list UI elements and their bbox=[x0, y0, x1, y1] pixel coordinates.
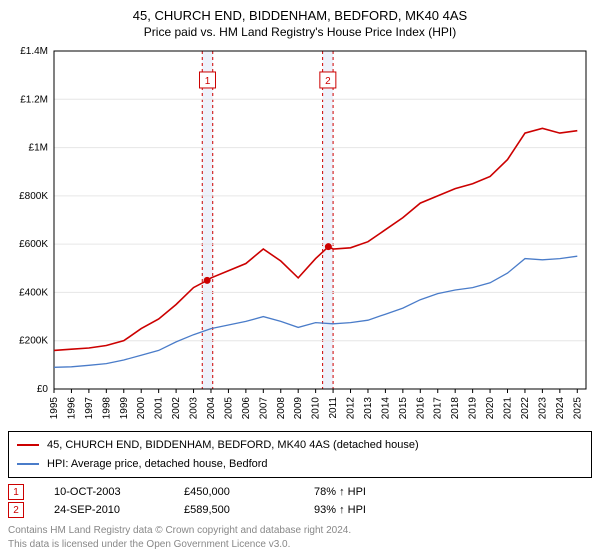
svg-text:2000: 2000 bbox=[136, 397, 147, 420]
footer-line2: This data is licensed under the Open Gov… bbox=[8, 538, 592, 552]
chart-svg: £0 £200K £400K £600K £800K £1M £1.2M £1.4M 1995 1… bbox=[8, 45, 592, 425]
footer: Contains HM Land Registry data © Crown c… bbox=[8, 524, 592, 552]
svg-text:2014: 2014 bbox=[380, 397, 391, 420]
legend-swatch bbox=[17, 463, 39, 465]
svg-text:2006: 2006 bbox=[241, 397, 252, 420]
svg-text:2020: 2020 bbox=[485, 397, 496, 420]
svg-text:2001: 2001 bbox=[154, 397, 165, 420]
svg-text:1999: 1999 bbox=[119, 397, 130, 420]
svg-text:£1.4M: £1.4M bbox=[20, 46, 48, 57]
marker-pct: 78% ↑ HPI bbox=[314, 486, 414, 498]
chart-area: £0 £200K £400K £600K £800K £1M £1.2M £1.4M 1995 1… bbox=[8, 45, 592, 425]
svg-text:1998: 1998 bbox=[101, 397, 112, 420]
svg-text:£600K: £600K bbox=[19, 239, 48, 250]
svg-text:2008: 2008 bbox=[276, 397, 287, 420]
svg-text:2002: 2002 bbox=[171, 397, 182, 420]
legend-row: 45, CHURCH END, BIDDENHAM, BEDFORD, MK40… bbox=[17, 436, 583, 455]
chart-container: 45, CHURCH END, BIDDENHAM, BEDFORD, MK40… bbox=[8, 8, 592, 552]
marker-date: 10-OCT-2003 bbox=[54, 486, 154, 498]
marker-pct: 93% ↑ HPI bbox=[314, 504, 414, 516]
legend-row: HPI: Average price, detached house, Bedf… bbox=[17, 455, 583, 474]
svg-text:£0: £0 bbox=[37, 384, 49, 395]
svg-text:2013: 2013 bbox=[363, 397, 374, 420]
legend-label: 45, CHURCH END, BIDDENHAM, BEDFORD, MK40… bbox=[47, 436, 419, 455]
svg-text:2010: 2010 bbox=[311, 397, 322, 420]
svg-text:2019: 2019 bbox=[468, 397, 479, 420]
footer-line1: Contains HM Land Registry data © Crown c… bbox=[8, 524, 592, 538]
marker-table: 1 10-OCT-2003 £450,000 78% ↑ HPI 2 24-SEP-201… bbox=[8, 484, 592, 518]
svg-text:2011: 2011 bbox=[328, 397, 339, 419]
svg-text:2021: 2021 bbox=[503, 397, 514, 420]
marker-row: 2 24-SEP-2010 £589,500 93% ↑ HPI bbox=[8, 502, 592, 518]
svg-text:1997: 1997 bbox=[84, 397, 95, 420]
svg-text:2015: 2015 bbox=[398, 397, 409, 420]
svg-text:2005: 2005 bbox=[223, 397, 234, 420]
svg-text:2016: 2016 bbox=[415, 397, 426, 420]
legend-box: 45, CHURCH END, BIDDENHAM, BEDFORD, MK40… bbox=[8, 431, 592, 478]
svg-text:£200K: £200K bbox=[19, 336, 48, 347]
svg-text:2012: 2012 bbox=[346, 397, 357, 420]
svg-text:2: 2 bbox=[325, 76, 331, 87]
svg-text:1995: 1995 bbox=[49, 397, 60, 420]
marker-date: 24-SEP-2010 bbox=[54, 504, 154, 516]
svg-text:2022: 2022 bbox=[520, 397, 531, 420]
title-block: 45, CHURCH END, BIDDENHAM, BEDFORD, MK40… bbox=[8, 8, 592, 39]
title-line2: Price paid vs. HM Land Registry's House … bbox=[8, 25, 592, 39]
svg-text:£800K: £800K bbox=[19, 191, 48, 202]
svg-text:1996: 1996 bbox=[66, 397, 77, 420]
legend-label: HPI: Average price, detached house, Bedf… bbox=[47, 455, 268, 474]
svg-text:£1.2M: £1.2M bbox=[20, 94, 48, 105]
svg-text:£1M: £1M bbox=[29, 143, 48, 154]
title-line1: 45, CHURCH END, BIDDENHAM, BEDFORD, MK40… bbox=[8, 8, 592, 23]
svg-text:2018: 2018 bbox=[450, 397, 461, 420]
svg-text:2003: 2003 bbox=[189, 397, 200, 420]
svg-text:2007: 2007 bbox=[258, 397, 269, 420]
svg-text:1: 1 bbox=[205, 76, 211, 87]
svg-text:2009: 2009 bbox=[293, 397, 304, 420]
svg-text:£400K: £400K bbox=[19, 287, 48, 298]
legend-swatch bbox=[17, 444, 39, 446]
svg-text:2017: 2017 bbox=[433, 397, 444, 420]
marker-price: £589,500 bbox=[184, 504, 284, 516]
marker-number-box: 2 bbox=[8, 502, 24, 518]
marker-price: £450,000 bbox=[184, 486, 284, 498]
svg-text:2004: 2004 bbox=[206, 397, 217, 420]
svg-text:2025: 2025 bbox=[572, 397, 583, 420]
marker-number-box: 1 bbox=[8, 484, 24, 500]
svg-text:2023: 2023 bbox=[537, 397, 548, 420]
svg-text:2024: 2024 bbox=[555, 397, 566, 420]
marker-row: 1 10-OCT-2003 £450,000 78% ↑ HPI bbox=[8, 484, 592, 500]
